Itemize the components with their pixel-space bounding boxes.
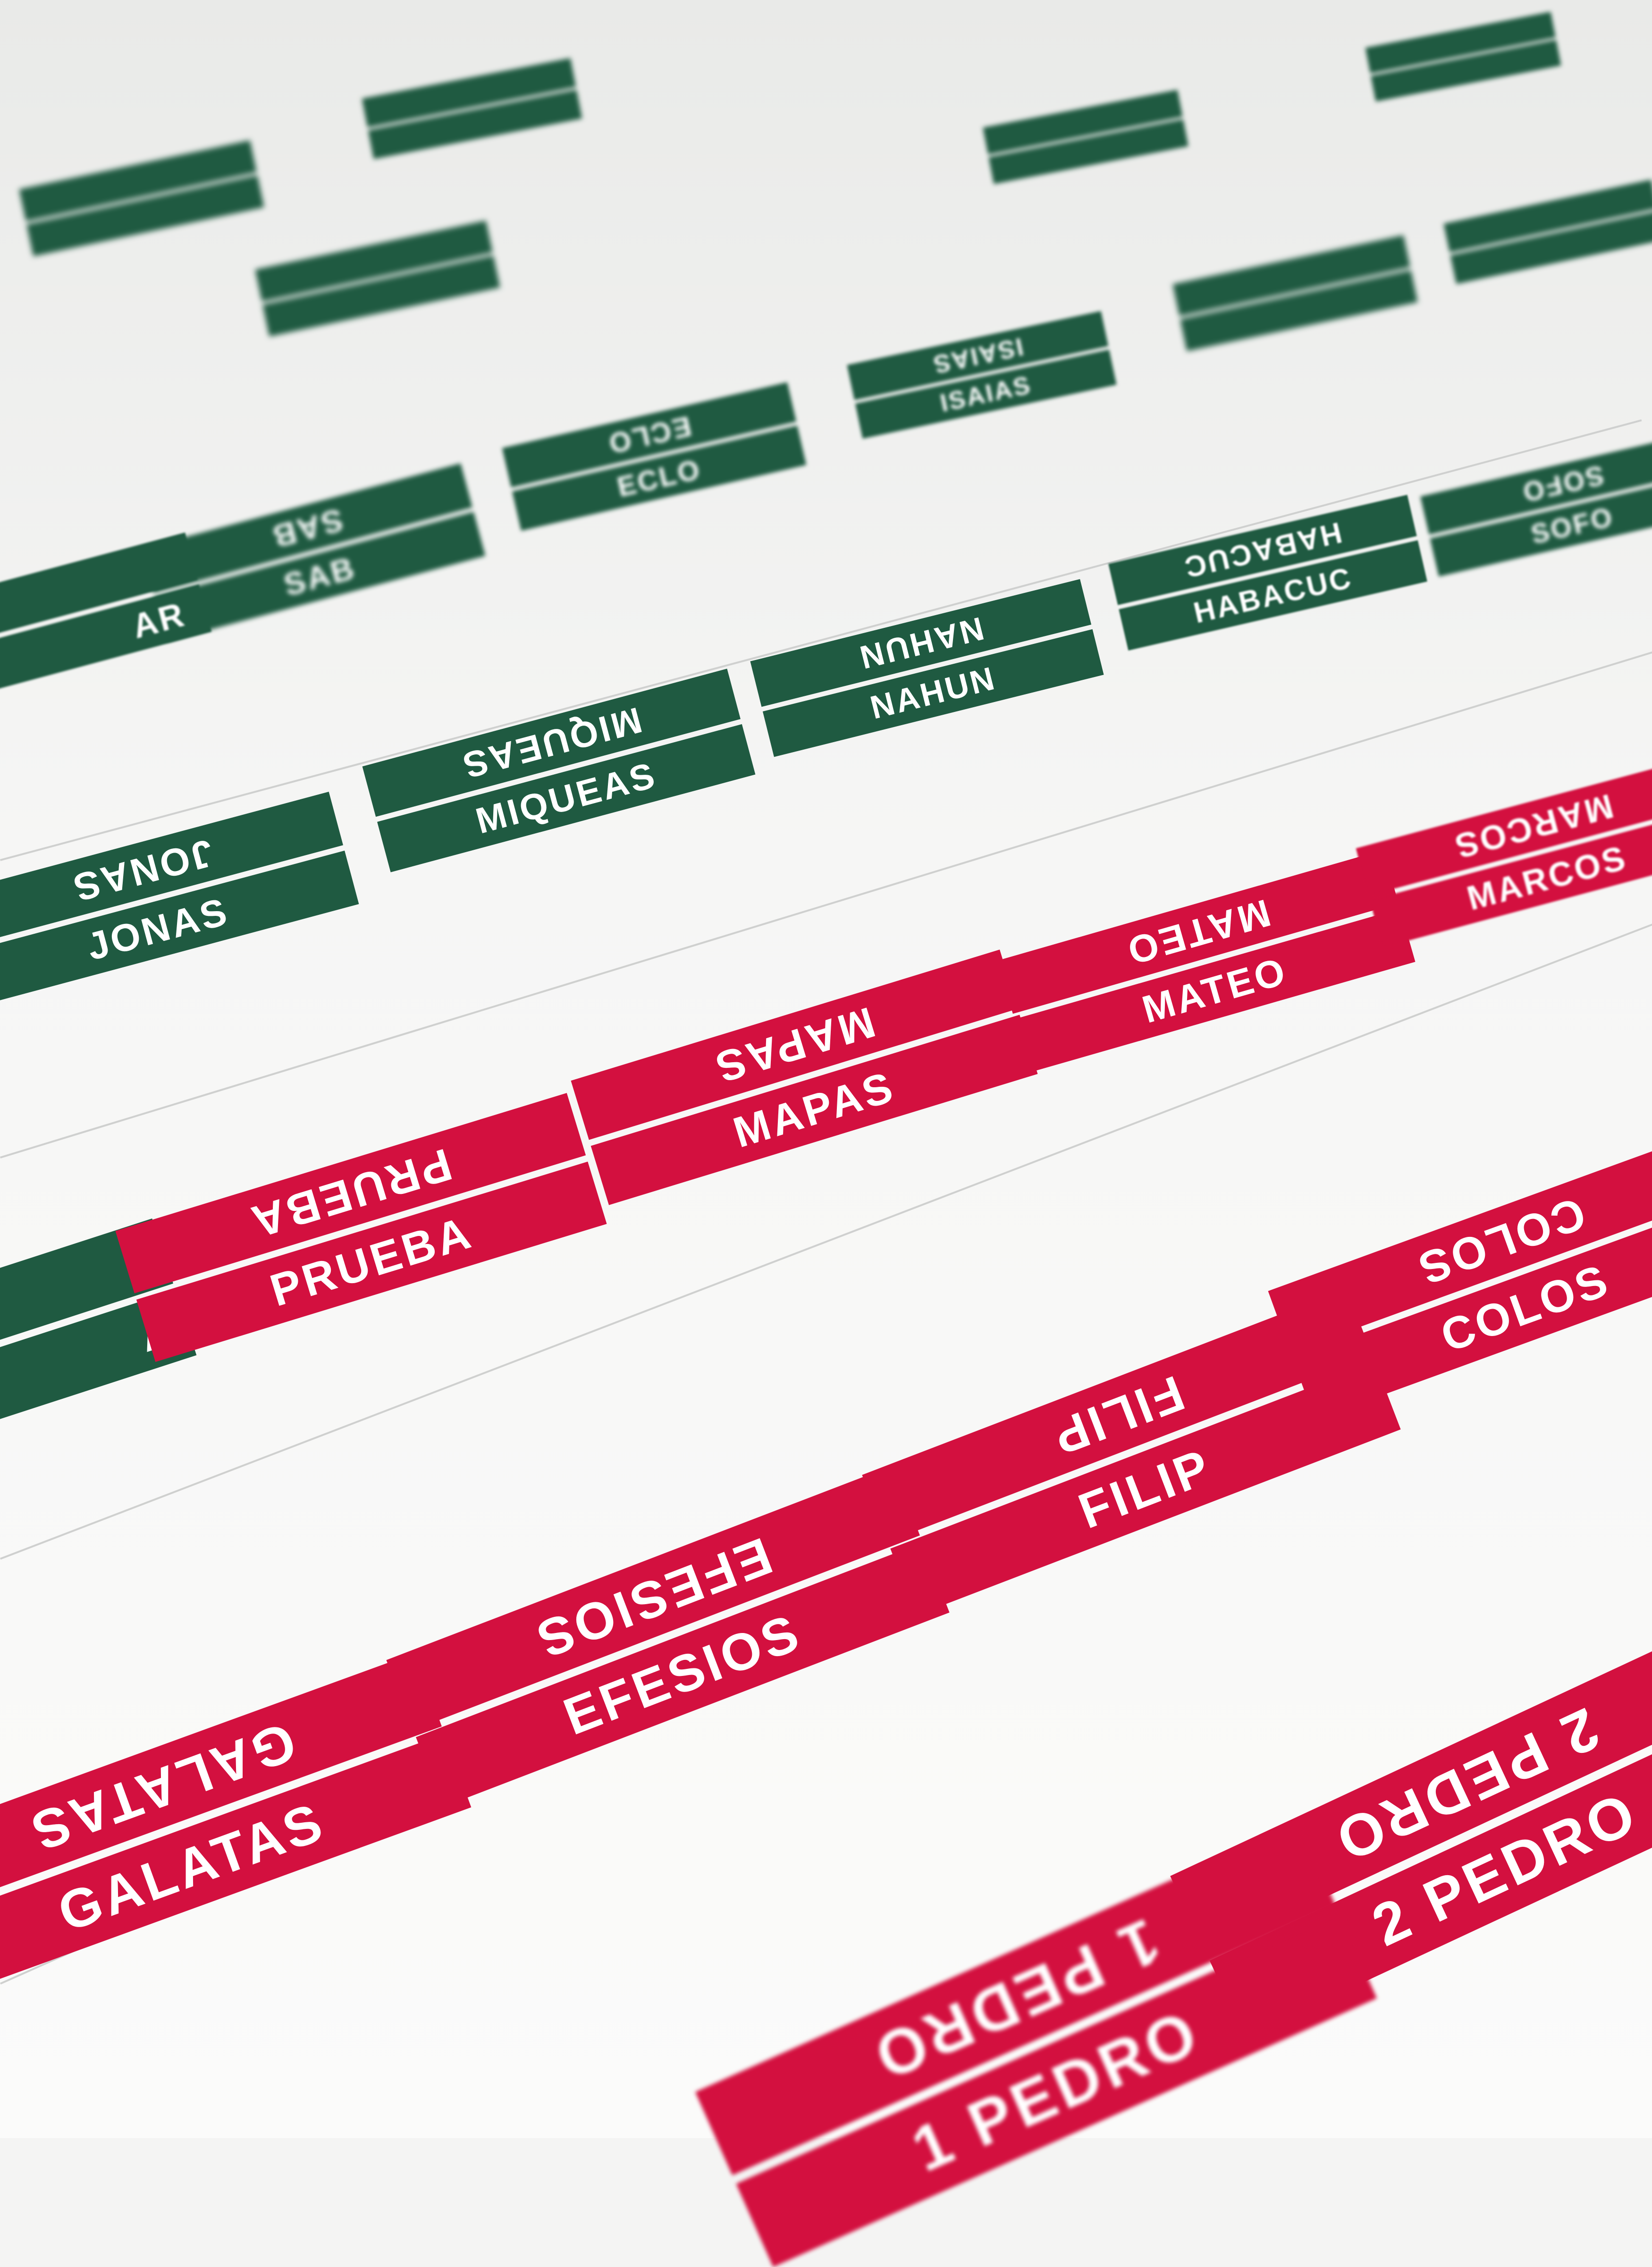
- tab-1-pedro: 1 PEDRO 1 PEDRO: [695, 1823, 1377, 2267]
- index-tab: [1443, 179, 1652, 284]
- index-tab: [1365, 11, 1561, 102]
- card-edge: [0, 419, 1642, 861]
- tab-label: SAB: [280, 550, 360, 603]
- tab-label: SAB: [267, 501, 347, 555]
- tab-jonas: JONAS JONAS: [0, 791, 359, 1008]
- tab-prueba: PRUEBA PRUEBA: [115, 1093, 607, 1362]
- index-tab: [983, 90, 1188, 184]
- tab-habacuc: HABACUC HABACUC: [1108, 495, 1427, 651]
- tab-isaias: ISAIAS ISAIAS: [847, 311, 1117, 439]
- tab-filip: FILIP FILIP: [862, 1288, 1401, 1616]
- tab-marcos: MARCOS MARCOS: [1356, 756, 1652, 948]
- index-tab: [19, 140, 264, 256]
- tab-nahun: NAHUN NAHUN: [750, 579, 1104, 757]
- tab-eclo: ECLO ECLO: [502, 382, 807, 531]
- index-tab: [1172, 235, 1418, 351]
- tab-ar: AR: [0, 532, 212, 724]
- tab-miqueas: MIQUEAS MIQUEAS: [362, 668, 756, 872]
- tab-mapas: MAPAS MAPAS: [571, 949, 1038, 1205]
- tab-galatas: GALATAS GALATAS: [0, 1653, 472, 2001]
- tab-sofo: SOFO SOFO: [1420, 432, 1652, 577]
- tab-label: AR: [128, 595, 190, 646]
- index-tab: [362, 58, 582, 159]
- index-tab: [255, 220, 500, 337]
- tab-efesios: EFESIOS EFESIOS: [386, 1465, 950, 1807]
